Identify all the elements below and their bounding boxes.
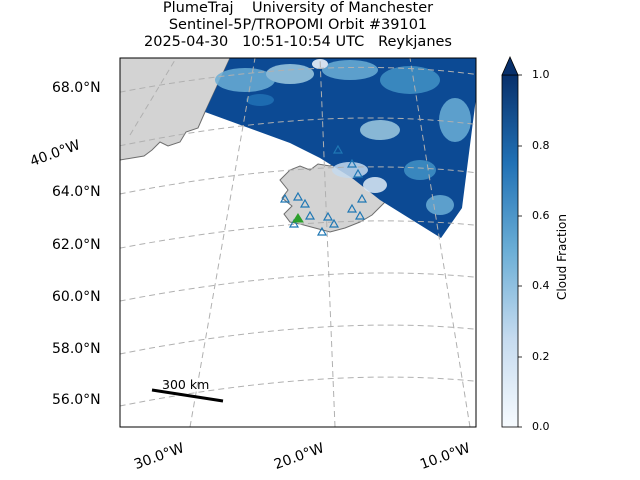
latitude-gridlines: [120, 66, 476, 407]
map-frame: [119, 57, 477, 428]
station-marker: [332, 144, 344, 154]
station-marker: [356, 193, 368, 203]
map-area: [120, 58, 476, 427]
title-line-2: Sentinel-5P/TROPOMI Orbit #39101: [168, 17, 428, 33]
volcano-marker: [292, 213, 304, 223]
colorbar-tick-label: 0.2: [532, 350, 550, 363]
colorbar-extend-arrow: [501, 56, 519, 76]
colorbar-tick-label: 0.4: [532, 279, 550, 292]
station-marker: [346, 158, 358, 168]
lat-label: 56.0°N: [52, 392, 101, 408]
lat-label: 64.0°N: [52, 184, 101, 200]
station-marker: [299, 198, 311, 208]
station-marker: [288, 218, 300, 228]
lat-label: 62.0°N: [52, 237, 101, 253]
station-marker: [322, 211, 334, 221]
colorbar: [501, 74, 519, 428]
station-marker: [346, 203, 358, 213]
title-line-1: PlumeTraj University of Manchester: [162, 0, 434, 16]
scale-bar-label: 300 km: [162, 377, 210, 392]
cloud-texture: [215, 59, 471, 215]
colorbar-tick-label: 0.6: [532, 209, 550, 222]
station-marker: [352, 168, 364, 178]
lat-label: 68.0°N: [52, 80, 101, 96]
station-marker: [292, 191, 304, 201]
lat-label: 58.0°N: [52, 341, 101, 357]
cloud-swath: [205, 58, 476, 238]
station-marker: [316, 226, 328, 236]
colorbar-tick-label: 0.8: [532, 139, 550, 152]
station-marker: [354, 210, 366, 220]
station-marker: [279, 193, 291, 203]
station-marker: [328, 218, 340, 228]
station-markers: [279, 144, 368, 236]
scale-bar: [151, 388, 224, 403]
lat-label: 60.0°N: [52, 289, 101, 305]
colorbar-tick-label: 1.0: [532, 68, 550, 81]
colorbar-ticks: [518, 74, 522, 428]
station-marker: [304, 210, 316, 220]
colorbar-label: Cloud Fraction: [555, 214, 569, 300]
colorbar-tick-label: 0.0: [532, 420, 550, 433]
title-line-3: 2025-04-30 10:51-10:54 UTC Reykjanes: [144, 34, 452, 50]
longitude-gridlines: [129, 58, 471, 427]
